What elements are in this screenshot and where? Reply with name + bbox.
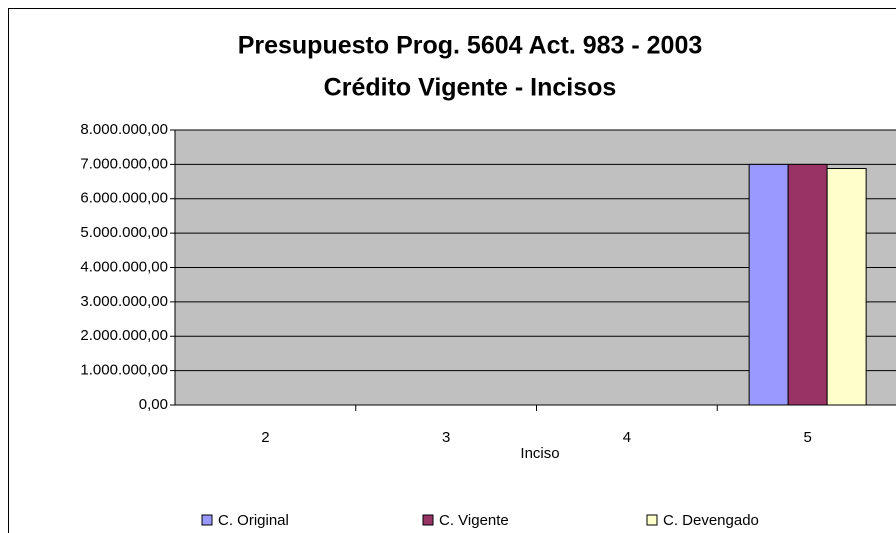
y-tick-label: 3.000.000,00 [80,293,168,310]
y-tick-label: 0,00 [139,396,168,413]
chart-subtitle: Crédito Vigente - Incisos [324,74,617,102]
y-tick-label: 4.000.000,00 [80,258,168,275]
x-tick-label: 2 [261,429,269,446]
x-tick-label: 3 [442,429,450,446]
chart-title: Presupuesto Prog. 5604 Act. 983 - 2003 [238,32,703,60]
bar [748,163,789,406]
y-tick-label: 1.000.000,00 [80,362,168,379]
y-tick-label: 5.000.000,00 [80,224,168,241]
bar [826,168,867,406]
y-tick-label: 7.000.000,00 [80,155,168,172]
y-tick-label: 6.000.000,00 [80,190,168,207]
bar [787,163,828,406]
y-tick-label: 8.000.000,00 [80,121,168,138]
legend-swatch [646,514,658,526]
legend-swatch [422,514,434,526]
x-tick-label: 4 [623,429,631,446]
y-tick-label: 2.000.000,00 [80,327,168,344]
x-axis-label: Inciso [520,445,559,462]
legend-label: C. Original [218,512,289,529]
legend-label: C. Vigente [439,512,509,529]
x-tick-label: 5 [803,429,811,446]
legend-swatch [201,514,213,526]
legend-label: C. Devengado [663,512,759,529]
